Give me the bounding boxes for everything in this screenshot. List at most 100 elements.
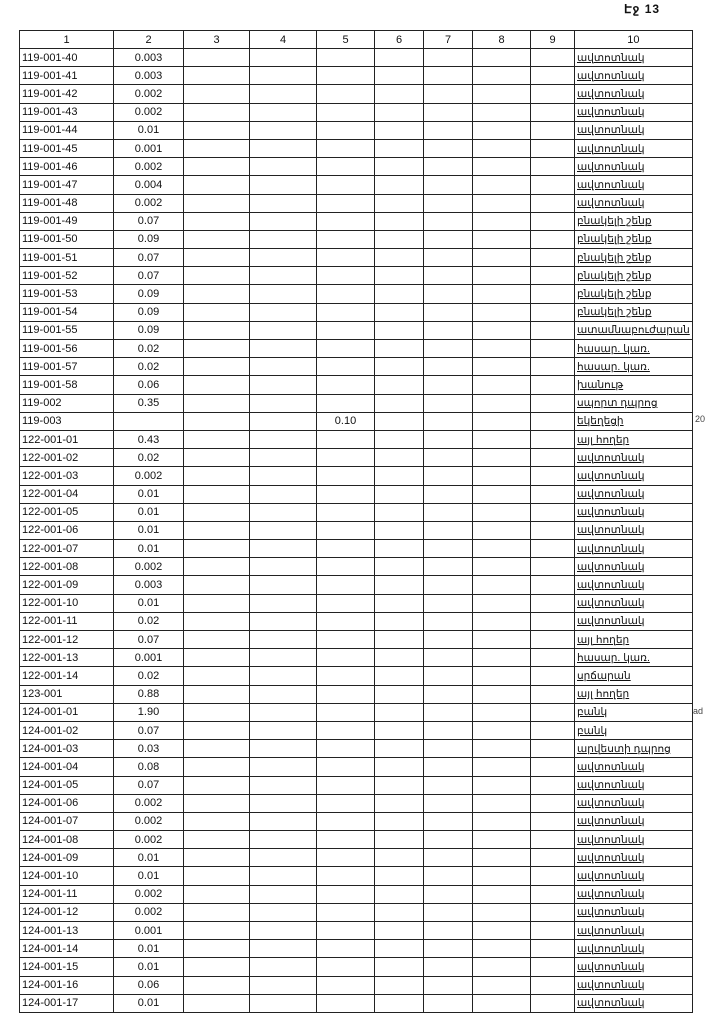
value-cell: 0.02	[113, 357, 184, 377]
value-cell	[530, 102, 575, 122]
value-cell	[249, 484, 317, 504]
land-use-cell: ավտոտնակ	[574, 175, 693, 195]
parcel-code-cell: 124-001-12	[19, 902, 114, 923]
value-cell: 0.07	[113, 629, 184, 650]
value-cell	[423, 411, 473, 431]
value-cell	[183, 793, 250, 813]
value-cell	[423, 175, 473, 195]
value-cell	[249, 920, 317, 941]
value-cell	[249, 229, 317, 250]
value-cell	[374, 357, 424, 377]
parcel-code-cell: 119-001-49	[19, 211, 114, 231]
value-cell	[316, 375, 375, 395]
value-cell	[530, 666, 575, 686]
parcel-code-cell: 124-001-13	[19, 920, 114, 941]
land-use-cell: ավտոտնակ	[574, 157, 693, 177]
table-row: 119-002 0.35 սպորտ դպրոց	[19, 393, 693, 413]
value-cell: 0.01	[113, 939, 184, 959]
value-cell	[183, 866, 250, 886]
land-use-cell: ավտոտնակ	[574, 193, 693, 213]
value-cell	[249, 466, 317, 486]
land-use-cell: ավտոտնակ	[574, 520, 693, 541]
parcel-code-cell: 119-001-54	[19, 302, 114, 322]
parcel-code-cell: 122-001-10	[19, 593, 114, 613]
land-use-cell: ավտոտնակ	[574, 66, 693, 86]
value-cell	[530, 375, 575, 395]
value-cell	[183, 484, 250, 504]
parcel-code-cell: 122-001-06	[19, 520, 114, 541]
value-cell	[183, 702, 250, 722]
value-cell	[316, 957, 375, 977]
parcel-code-cell: 119-001-53	[19, 284, 114, 304]
value-cell	[423, 284, 473, 304]
value-cell	[472, 993, 531, 1013]
land-use-cell: բանկ	[574, 720, 693, 741]
value-cell	[423, 302, 473, 322]
table-row: 119-001-51 0.07 բնակելի շենք	[19, 248, 693, 268]
value-cell	[530, 47, 575, 68]
table-row: 119-001-41 0.003 ավտոտնակ	[19, 66, 693, 86]
value-cell	[472, 393, 531, 413]
value-cell	[374, 138, 424, 159]
value-cell	[316, 84, 375, 104]
value-cell	[374, 175, 424, 195]
value-cell	[423, 120, 473, 140]
value-cell	[472, 866, 531, 886]
value-cell	[530, 939, 575, 959]
value-cell	[472, 830, 531, 850]
value-cell	[249, 939, 317, 959]
parcel-code-cell: 119-001-52	[19, 266, 114, 286]
parcel-code-cell: 119-001-47	[19, 175, 114, 195]
parcel-code-cell: 119-001-48	[19, 193, 114, 213]
value-cell	[249, 684, 317, 704]
value-cell	[472, 138, 531, 159]
value-cell	[183, 411, 250, 431]
parcel-code-cell: 122-001-02	[19, 448, 114, 468]
value-cell	[530, 648, 575, 668]
value-cell	[423, 902, 473, 923]
land-use-cell: բանկ	[574, 702, 693, 722]
parcel-code-cell: 124-001-01	[19, 702, 114, 722]
value-cell	[374, 211, 424, 231]
land-use-cell: ավտոտնակ	[574, 775, 693, 795]
value-cell	[423, 993, 473, 1013]
value-cell	[530, 793, 575, 813]
parcel-code-cell: 124-001-14	[19, 939, 114, 959]
value-cell	[249, 629, 317, 650]
value-cell	[113, 411, 184, 431]
land-use-cell: ավտոտնակ	[574, 830, 693, 850]
land-use-cell: եկեղեցի	[574, 411, 693, 431]
table-row: 119-001-55 0.09 ատամնաբուժարան	[19, 320, 693, 341]
parcel-code-cell: 119-001-41	[19, 66, 114, 86]
value-cell	[472, 593, 531, 613]
value-cell	[249, 248, 317, 268]
value-cell	[472, 302, 531, 322]
land-use-cell: ավտոտնակ	[574, 557, 693, 577]
value-cell	[530, 266, 575, 286]
table-row: 122-001-03 0.002 ավտոտնակ	[19, 466, 693, 486]
value-cell	[472, 684, 531, 704]
table-row: 124-001-08 0.002 ավտոտնակ	[19, 830, 693, 850]
land-use-cell: այլ հողեր	[574, 684, 693, 704]
value-cell	[316, 175, 375, 195]
table-row: 124-001-10 0.01 ավտոտնակ	[19, 866, 693, 886]
value-cell	[183, 84, 250, 104]
value-cell	[249, 557, 317, 577]
parcel-code-cell: 124-001-08	[19, 830, 114, 850]
value-cell	[472, 811, 531, 832]
value-cell	[530, 720, 575, 741]
value-cell	[423, 102, 473, 122]
value-cell	[249, 284, 317, 304]
value-cell	[374, 611, 424, 632]
value-cell	[374, 429, 424, 450]
value-cell	[423, 611, 473, 632]
value-cell: 0.002	[113, 466, 184, 486]
value-cell	[249, 811, 317, 832]
value-cell	[530, 920, 575, 941]
value-cell	[423, 939, 473, 959]
land-use-cell: բնակելի շենք	[574, 284, 693, 304]
value-cell	[423, 357, 473, 377]
land-use-cell: ավտոտնակ	[574, 975, 693, 995]
value-cell	[472, 520, 531, 541]
value-cell	[316, 575, 375, 595]
